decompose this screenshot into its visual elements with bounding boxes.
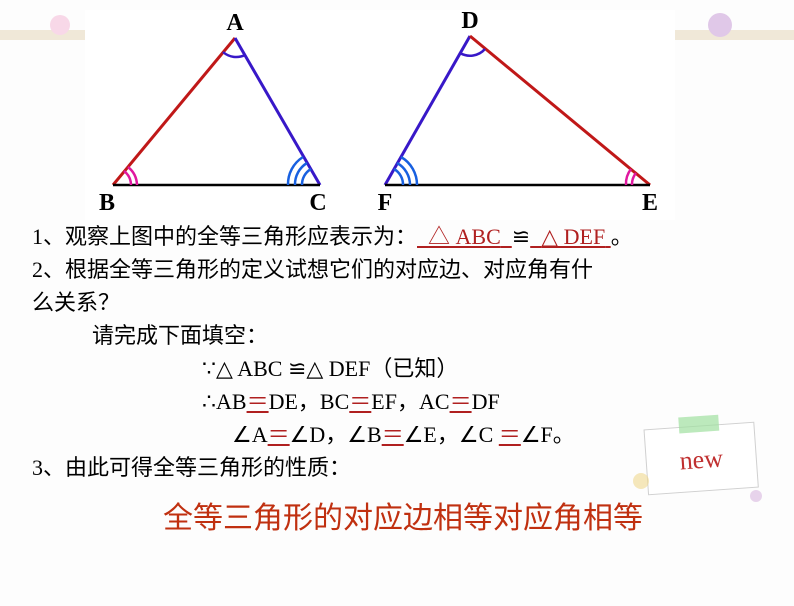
vertex-label-a: A — [226, 10, 244, 36]
q2-line3: 请完成下面填空： — [32, 319, 774, 352]
conclusion: 全等三角形的对应边相等对应角相等 — [32, 496, 774, 541]
q1-prefix: 1、观察上图中的全等三角形应表示为： — [32, 224, 417, 249]
q1-suffix: 。 — [611, 224, 633, 249]
q1-blank2: △ DEF — [530, 224, 610, 249]
vertex-label-f: F — [378, 190, 393, 216]
question-3: 3、由此可得全等三角形的性质： — [32, 451, 774, 484]
q2-given: ∵△ ABC ≌△ DEF（已知） — [32, 352, 774, 385]
q1-blank1: △ ABC — [417, 224, 512, 249]
question-2-line2: 么关系？ — [32, 286, 774, 319]
question-1: 1、观察上图中的全等三角形应表示为： △ ABC ≌ △ DEF 。 — [32, 220, 774, 253]
vertex-label-c: C — [309, 190, 326, 216]
question-2-line1: 2、根据全等三角形的定义试想它们的对应边、对应角有什 — [32, 253, 774, 286]
vertex-label-b: B — [99, 190, 115, 216]
q1-cong: ≌ — [512, 224, 530, 249]
triangles-figure: A B C D F E — [85, 10, 675, 220]
vertex-label-d: D — [461, 10, 478, 34]
q2-sides: ∴AB＝DE，BC＝EF，AC＝DF — [32, 385, 774, 418]
vertex-label-e: E — [642, 190, 658, 216]
q2-angles: ∠A＝∠D，∠B＝∠E，∠C ＝∠F。 — [32, 418, 774, 451]
